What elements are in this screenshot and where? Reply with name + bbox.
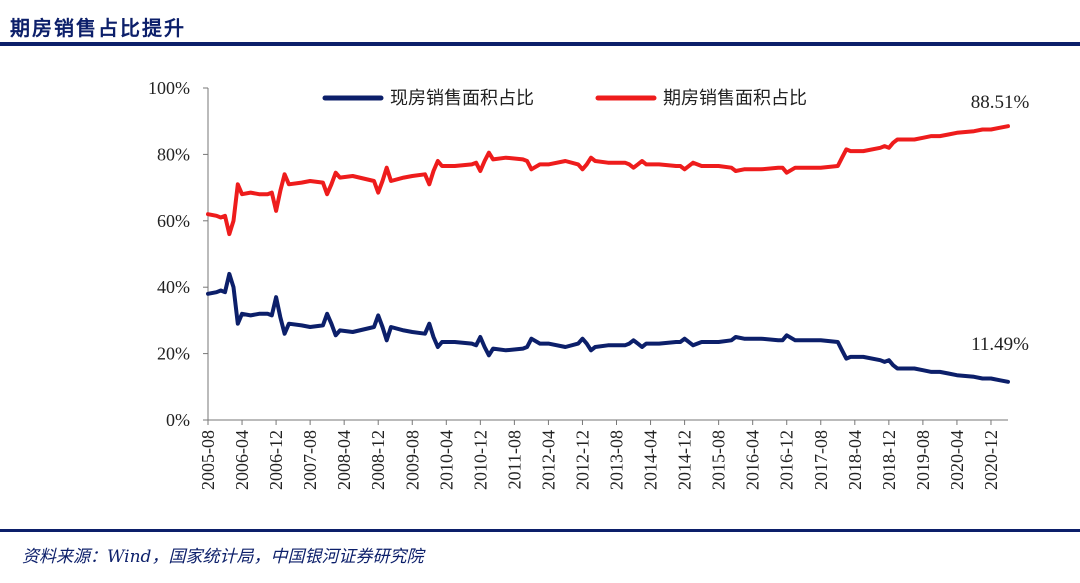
x-tick-label: 2010-12 xyxy=(470,430,490,490)
legend-label: 现房销售面积占比 xyxy=(390,88,534,109)
x-tick-label: 2008-12 xyxy=(368,430,388,490)
x-tick-label: 2020-12 xyxy=(981,430,1001,490)
x-tick-label: 2012-12 xyxy=(572,430,592,490)
x-tick-label: 2014-04 xyxy=(641,430,661,490)
chart-series xyxy=(206,124,1010,384)
end-value-label: 11.49% xyxy=(971,334,1029,355)
x-tick-label: 2013-08 xyxy=(607,430,627,490)
x-tick-label: 2007-08 xyxy=(300,430,320,490)
footer-rule xyxy=(0,529,1080,532)
chart-axes: 0% 20% 40% 60% 80% 100% 2005-08 2006-04 2006-12 2… xyxy=(148,78,1008,490)
chart-legend: 现房销售面积占比 期房销售面积占比 xyxy=(322,88,807,109)
series-line-presale-housing xyxy=(206,124,1010,237)
x-tick-label: 2019-08 xyxy=(913,430,933,490)
x-tick-label: 2014-12 xyxy=(675,430,695,490)
y-tick-label: 0% xyxy=(166,410,190,430)
y-tick-label: 100% xyxy=(148,78,190,98)
source-note: 资料来源：Wind，国家统计局，中国银河证券研究院 xyxy=(22,547,424,567)
page-title: 期房销售占比提升 xyxy=(10,16,186,40)
x-tick-label: 2018-04 xyxy=(845,430,865,490)
chart-annotations: 11.49% 88.51% xyxy=(971,92,1030,355)
x-tick-label: 2016-04 xyxy=(743,430,763,490)
y-tick-label: 80% xyxy=(157,144,190,164)
series-line-existing-housing xyxy=(206,271,1010,384)
x-tick-label: 2005-08 xyxy=(198,430,218,490)
x-tick-label: 2006-04 xyxy=(232,430,252,490)
x-tick-label: 2018-12 xyxy=(879,430,899,490)
end-value-label: 88.51% xyxy=(971,92,1030,113)
x-tick-label: 2008-04 xyxy=(334,430,354,490)
y-tick-label: 40% xyxy=(157,277,190,297)
x-tick-label: 2006-12 xyxy=(266,430,286,490)
legend-label: 期房销售面积占比 xyxy=(663,88,807,109)
y-tick-label: 20% xyxy=(157,344,190,364)
x-tick-label: 2016-12 xyxy=(777,430,797,490)
x-tick-label: 2017-08 xyxy=(811,430,831,490)
x-tick-label: 2012-04 xyxy=(538,430,558,490)
x-tick-label: 2020-04 xyxy=(947,430,967,490)
title-rule xyxy=(0,42,1080,46)
line-chart: 0% 20% 40% 60% 80% 100% 2005-08 2006-04 2006-12 2… xyxy=(148,78,1030,490)
x-tick-label: 2010-04 xyxy=(436,430,456,490)
x-tick-label: 2009-08 xyxy=(402,430,422,490)
y-tick-label: 60% xyxy=(157,211,190,231)
x-tick-label: 2015-08 xyxy=(709,430,729,490)
x-tick-label: 2011-08 xyxy=(504,430,524,489)
